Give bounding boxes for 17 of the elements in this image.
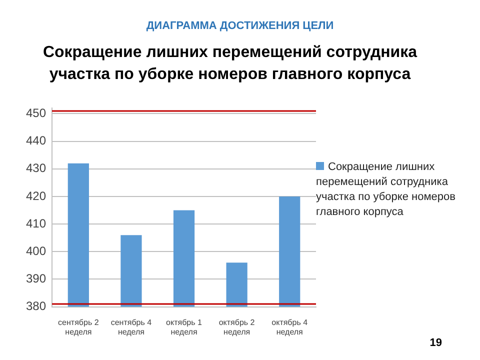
y-tick-label: 410 [26, 216, 46, 230]
legend-label: Сокращение лишних перемещений сотрудника участка по уборке номеров главного корпуса [316, 160, 456, 220]
chart-title: Сокращение лишних перемещений сотрудника участка по уборке номеров главного корпуса [42, 43, 418, 85]
y-tick-label: 390 [26, 272, 46, 286]
x-tick-label: сентябрь 4 неделя [110, 318, 152, 336]
x-tick-label: сентябрь 2 неделя [58, 318, 100, 336]
x-tick-label: октябрь 4 неделя [272, 318, 308, 336]
y-tick-label: 440 [26, 134, 46, 148]
y-tick-label: 420 [26, 188, 46, 203]
text: ДИАГРАММА ДОСТИЖЕНИЯ ЦЕЛИ [145, 20, 335, 32]
y-tick-label: 450 [26, 106, 46, 120]
y-tick-label: 400 [26, 244, 46, 258]
x-tick-label: октябрь 1 неделя [166, 318, 203, 336]
text: 19 [430, 337, 442, 349]
x-tick-label: октябрь 2 неделя [218, 318, 256, 336]
y-tick-label: 380 [26, 299, 46, 314]
y-tick-label: 430 [26, 161, 46, 176]
